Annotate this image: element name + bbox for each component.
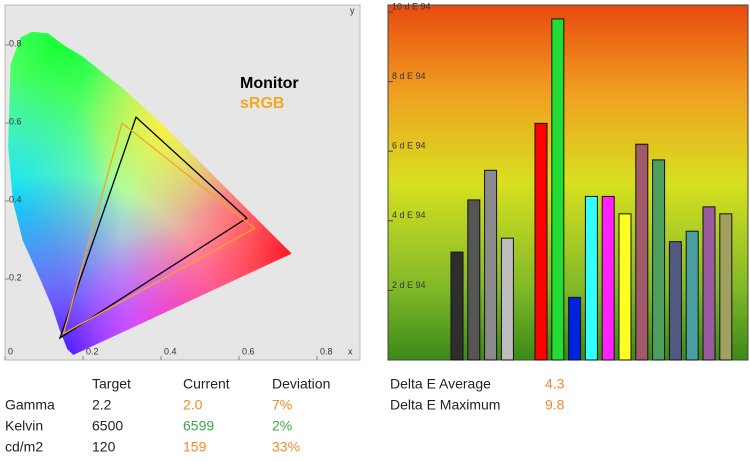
table-cell: 120 bbox=[92, 439, 116, 455]
bar bbox=[652, 159, 666, 361]
table-cell: 2.2 bbox=[92, 397, 112, 413]
table-cell: 159 bbox=[183, 439, 207, 455]
table-cell: 33% bbox=[272, 439, 300, 455]
gamut-triangle bbox=[62, 121, 256, 335]
y-tick-label: 6 d E 94 bbox=[392, 141, 426, 151]
table-cell: 6599 bbox=[183, 418, 214, 434]
bar bbox=[484, 169, 498, 361]
legend-entry: Monitor bbox=[240, 75, 299, 92]
bar bbox=[668, 241, 682, 361]
table-cell: 2.0 bbox=[183, 397, 203, 413]
bar bbox=[467, 199, 481, 361]
x-tick-label: 0.6 bbox=[242, 346, 255, 356]
bar bbox=[450, 251, 464, 361]
x-tick-label: 0.4 bbox=[164, 346, 177, 356]
y-tick-label: 10 d E 94 bbox=[392, 1, 431, 11]
x-tick-label: 0.2 bbox=[86, 346, 99, 356]
bar bbox=[685, 230, 699, 361]
table-cell: cd/m2 bbox=[5, 439, 43, 455]
bar bbox=[635, 143, 649, 361]
y-tick-label: 8 d E 94 bbox=[392, 71, 426, 81]
y-tick-label: 0.6 bbox=[9, 116, 22, 126]
bar bbox=[719, 213, 733, 361]
summary-value: 9.8 bbox=[545, 397, 565, 413]
y-tick-label: 2 d E 94 bbox=[392, 280, 426, 290]
table-header: Deviation bbox=[272, 376, 330, 392]
bar bbox=[568, 296, 582, 361]
y-tick-label: 0.4 bbox=[9, 194, 22, 204]
y-tick-label: 0.8 bbox=[9, 38, 22, 48]
summary-value: 4.3 bbox=[545, 376, 565, 392]
table-cell: 2% bbox=[272, 418, 292, 434]
x-axis-label: x bbox=[348, 346, 353, 356]
bar bbox=[618, 213, 632, 361]
gamut-triangle bbox=[58, 116, 248, 340]
legend-entry: sRGB bbox=[240, 95, 284, 112]
summary-label: Delta E Maximum bbox=[390, 397, 500, 413]
bar bbox=[500, 237, 514, 361]
bar bbox=[551, 18, 565, 361]
x-tick-label: 0.8 bbox=[320, 346, 333, 356]
table-header: Target bbox=[92, 376, 131, 392]
bar bbox=[702, 206, 716, 361]
table-cell: 6500 bbox=[92, 418, 123, 434]
bar bbox=[534, 122, 548, 361]
y-axis-label: y bbox=[350, 5, 355, 15]
table-cell: 7% bbox=[272, 397, 292, 413]
table-cell: Kelvin bbox=[5, 418, 43, 434]
x-tick-label: 0 bbox=[8, 346, 13, 356]
y-tick-label: 4 d E 94 bbox=[392, 210, 426, 220]
table-cell: Gamma bbox=[5, 397, 55, 413]
bar bbox=[584, 195, 598, 361]
summary-label: Delta E Average bbox=[390, 376, 491, 392]
table-header: Current bbox=[183, 376, 230, 392]
bar bbox=[601, 195, 615, 361]
y-tick-label: 0.2 bbox=[9, 272, 22, 282]
